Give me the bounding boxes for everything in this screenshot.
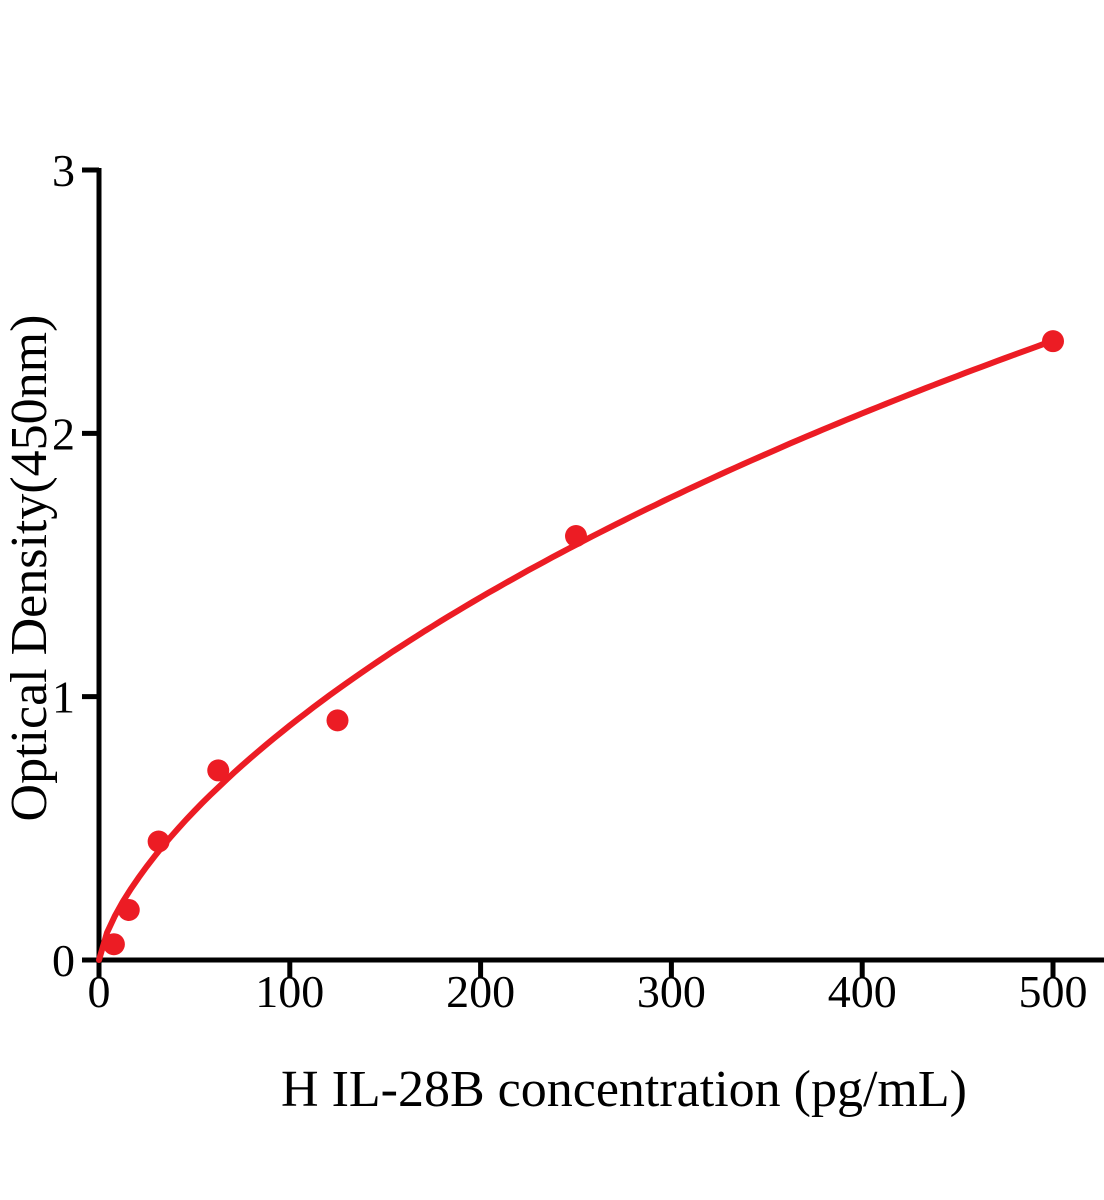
data-point [207,759,230,782]
x-tick-label: 0 [88,966,111,1017]
x-tick-label: 300 [637,966,706,1017]
y-tick-label: 1 [52,672,75,723]
y-tick-label: 2 [52,408,75,459]
data-point [117,898,140,921]
data-points-layer [102,330,1064,956]
x-tick-label: 400 [828,966,897,1017]
y-tick-label: 3 [52,145,75,196]
x-tick-label: 200 [446,966,515,1017]
x-axis-title: H IL-28B concentration (pg/mL) [281,1061,967,1118]
data-point [326,709,349,732]
y-axis-title: Optical Density(450nm) [1,315,58,822]
data-point [565,525,587,548]
data-point [102,933,125,956]
data-point [147,830,170,853]
axes-layer: 0 1 2 3 0 100 200 300 400 500 [52,145,1104,1017]
y-tick-label: 0 [52,935,75,986]
fit-curve [96,337,1056,963]
x-tick-label: 100 [255,966,324,1017]
x-tick-label: 500 [1019,966,1088,1017]
fit-curve-layer [96,337,1056,963]
data-point [1042,330,1064,353]
